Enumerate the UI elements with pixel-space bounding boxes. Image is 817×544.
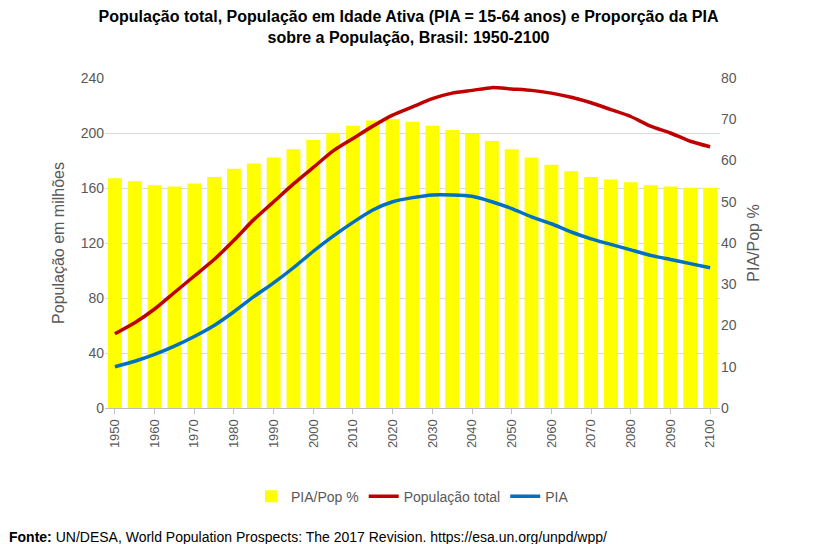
svg-text:0: 0 [721, 400, 729, 416]
svg-text:População total: População total [404, 489, 501, 505]
svg-text:2010: 2010 [345, 419, 360, 448]
svg-text:20: 20 [721, 317, 737, 333]
svg-text:40: 40 [88, 345, 104, 361]
svg-text:2020: 2020 [385, 419, 400, 448]
svg-text:2000: 2000 [306, 419, 321, 448]
svg-text:População total, População em: População total, População em Idade Ativ… [99, 8, 719, 46]
svg-text:200: 200 [81, 125, 105, 141]
svg-text:2050: 2050 [504, 419, 519, 448]
svg-text:2040: 2040 [464, 419, 479, 448]
svg-text:Fonte: UN/DESA, World Populati: Fonte: UN/DESA, World Population Prospec… [9, 529, 607, 544]
svg-text:0: 0 [96, 400, 104, 416]
svg-text:10: 10 [721, 359, 737, 375]
svg-text:1950: 1950 [107, 419, 122, 448]
svg-text:2070: 2070 [583, 419, 598, 448]
svg-text:240: 240 [81, 70, 105, 86]
svg-text:PIA/Pop %: PIA/Pop % [291, 489, 359, 505]
svg-text:PIA/Pop %: PIA/Pop % [745, 204, 762, 281]
svg-text:2100: 2100 [702, 419, 717, 448]
svg-text:80: 80 [88, 290, 104, 306]
svg-text:2080: 2080 [623, 419, 638, 448]
svg-text:2060: 2060 [544, 419, 559, 448]
svg-text:120: 120 [81, 235, 105, 251]
svg-text:1960: 1960 [147, 419, 162, 448]
svg-text:70: 70 [721, 111, 737, 127]
svg-text:160: 160 [81, 180, 105, 196]
svg-text:PIA: PIA [545, 489, 568, 505]
svg-text:30: 30 [721, 276, 737, 292]
svg-text:1990: 1990 [266, 419, 281, 448]
svg-text:60: 60 [721, 152, 737, 168]
svg-text:80: 80 [721, 70, 737, 86]
svg-text:1970: 1970 [186, 419, 201, 448]
svg-text:2090: 2090 [663, 419, 678, 448]
svg-text:2030: 2030 [425, 419, 440, 448]
svg-text:50: 50 [721, 194, 737, 210]
svg-text:40: 40 [721, 235, 737, 251]
svg-text:População em milhões: População em milhões [50, 162, 67, 324]
svg-text:1980: 1980 [226, 419, 241, 448]
